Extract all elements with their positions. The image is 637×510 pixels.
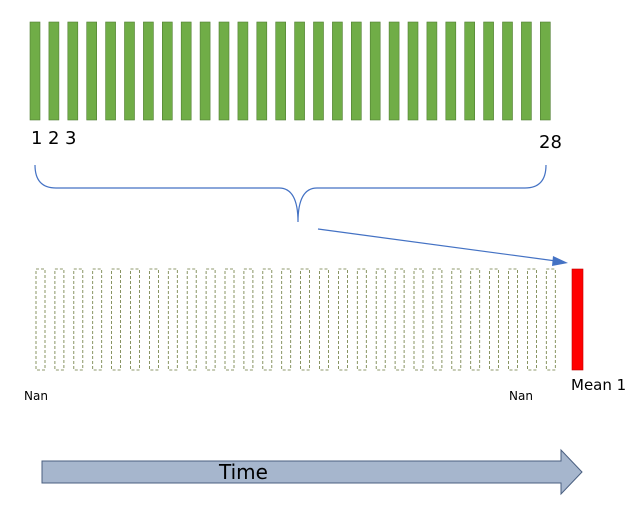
top-bar-9	[180, 21, 192, 121]
empty-bar-16	[319, 268, 329, 371]
empty-bar-11	[224, 268, 235, 371]
empty-bar-3	[73, 268, 84, 371]
top-bar-20	[388, 21, 400, 121]
mean-bar	[571, 268, 584, 371]
mapping-arrow	[317, 228, 568, 266]
top-bar-6	[124, 21, 135, 121]
empty-bar-4	[92, 268, 103, 371]
top-bar-12	[237, 21, 249, 121]
empty-bar-28	[545, 268, 556, 371]
top-bar-11	[218, 21, 230, 121]
top-bar-21	[407, 21, 419, 121]
empty-bar-24	[470, 268, 481, 371]
empty-bar-12	[243, 268, 254, 371]
bar-label-3: 3	[65, 128, 77, 149]
time-label: Time	[219, 460, 268, 484]
top-bar-23	[445, 21, 457, 121]
empty-bar-25	[489, 268, 500, 371]
empty-bar-19	[375, 268, 386, 371]
top-bar-26	[502, 21, 513, 121]
bottom-bar-row	[35, 268, 556, 371]
empty-bar-17	[337, 268, 348, 371]
empty-bar-6	[130, 268, 140, 371]
grouping-brace	[34, 164, 547, 223]
top-bar-24	[464, 21, 476, 121]
mean-label: Mean 1	[571, 376, 627, 394]
top-bar-2	[48, 21, 60, 121]
top-bar-5	[105, 21, 116, 121]
empty-bar-7	[148, 268, 159, 371]
empty-bar-22	[432, 268, 443, 371]
top-bar-1	[29, 21, 41, 121]
top-bar-27	[521, 21, 532, 121]
nan-label-right: Nan	[509, 389, 533, 403]
top-bar-10	[199, 21, 211, 121]
nan-label-left: Nan	[24, 389, 48, 403]
top-bar-14	[275, 21, 287, 121]
empty-bar-9	[186, 268, 197, 371]
top-bar-16	[313, 21, 324, 121]
empty-bar-23	[451, 268, 462, 371]
empty-bar-14	[281, 268, 292, 371]
empty-bar-26	[508, 268, 518, 371]
empty-bar-27	[527, 268, 537, 371]
top-bar-17	[332, 21, 343, 121]
top-bar-8	[162, 21, 173, 121]
top-bar-25	[483, 21, 494, 121]
top-bar-3	[67, 21, 79, 121]
top-bar-22	[426, 21, 438, 121]
empty-bar-2	[54, 268, 65, 371]
empty-bar-13	[262, 268, 273, 371]
empty-bar-10	[205, 268, 216, 371]
empty-bar-1	[35, 268, 46, 371]
empty-bar-20	[394, 268, 405, 371]
bar-label-last: 28	[539, 132, 562, 153]
empty-bar-5	[111, 268, 121, 371]
top-bar-19	[369, 21, 381, 121]
bar-label-1: 1	[31, 128, 43, 149]
time-arrow	[41, 448, 583, 496]
top-bar-13	[256, 21, 268, 121]
top-bar-7	[143, 21, 154, 121]
empty-bar-21	[413, 268, 424, 371]
top-bar-18	[350, 21, 362, 121]
empty-bar-18	[356, 268, 367, 371]
top-bar-row	[29, 21, 551, 121]
top-bar-15	[294, 21, 305, 121]
empty-bar-8	[167, 268, 178, 371]
top-bar-4	[86, 21, 97, 121]
empty-bar-15	[300, 268, 311, 371]
top-bar-28	[539, 21, 551, 121]
bar-label-2: 2	[48, 128, 60, 149]
